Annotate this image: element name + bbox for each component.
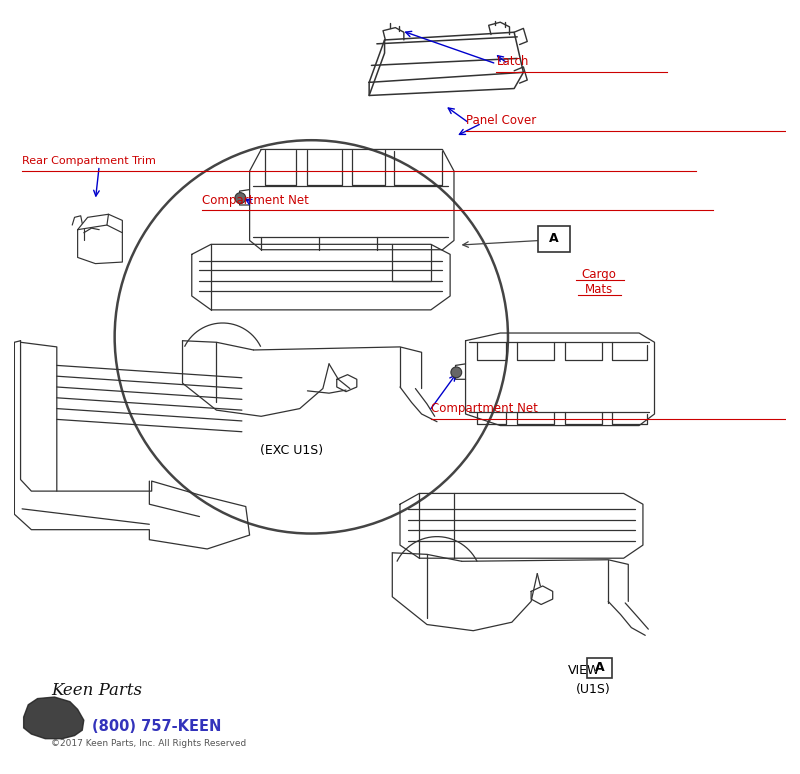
Text: (U1S): (U1S) bbox=[575, 683, 610, 696]
FancyBboxPatch shape bbox=[587, 658, 612, 678]
Text: A: A bbox=[550, 232, 559, 245]
FancyBboxPatch shape bbox=[538, 226, 570, 252]
Circle shape bbox=[235, 193, 246, 204]
Text: (800) 757-KEEN: (800) 757-KEEN bbox=[91, 719, 221, 734]
Text: Rear Compartment Trim: Rear Compartment Trim bbox=[22, 156, 156, 166]
Text: ©2017 Keen Parts, Inc. All Rights Reserved: ©2017 Keen Parts, Inc. All Rights Reserv… bbox=[51, 739, 246, 748]
Polygon shape bbox=[24, 697, 84, 738]
Text: Keen Parts: Keen Parts bbox=[51, 682, 142, 699]
Text: A: A bbox=[595, 661, 605, 674]
Text: Cargo: Cargo bbox=[582, 268, 617, 281]
Text: VIEW: VIEW bbox=[568, 664, 601, 677]
Text: Mats: Mats bbox=[585, 283, 613, 296]
Text: Compartment Net: Compartment Net bbox=[202, 194, 309, 207]
Text: Panel Cover: Panel Cover bbox=[466, 115, 536, 128]
Circle shape bbox=[451, 367, 462, 378]
Text: Latch: Latch bbox=[497, 55, 529, 68]
Text: Compartment Net: Compartment Net bbox=[431, 402, 538, 415]
Text: (EXC U1S): (EXC U1S) bbox=[261, 444, 323, 457]
